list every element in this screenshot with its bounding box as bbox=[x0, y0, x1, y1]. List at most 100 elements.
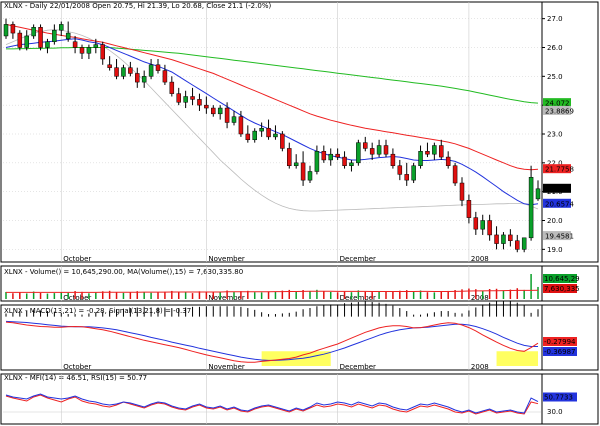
candle-body bbox=[245, 133, 251, 141]
candle-body bbox=[59, 24, 64, 31]
price-tag-label: 24.072 bbox=[545, 100, 570, 108]
mfi-level-label: 30.0 bbox=[547, 408, 563, 416]
price-tag bbox=[543, 198, 571, 208]
candle-body bbox=[383, 145, 389, 155]
candle-body bbox=[473, 217, 479, 230]
candle-body bbox=[369, 148, 375, 155]
price-tag bbox=[543, 164, 571, 174]
candle-body bbox=[190, 96, 195, 100]
candle-body bbox=[528, 177, 534, 239]
candle-body bbox=[314, 151, 320, 172]
month-label: October bbox=[63, 294, 91, 302]
candle-body bbox=[266, 127, 271, 138]
month-label: November bbox=[208, 255, 245, 263]
candle-body bbox=[155, 64, 161, 71]
candle-body bbox=[31, 27, 36, 37]
macd-tag-label: -0.36987 bbox=[544, 348, 575, 356]
price-tag-label: 20.6574 bbox=[545, 200, 574, 208]
plot-layer: 27.026.025.024.023.022.021.020.019.0Octo… bbox=[3, 2, 580, 424]
candle-body bbox=[65, 32, 71, 40]
candle-body bbox=[259, 127, 264, 132]
candle-body bbox=[45, 41, 50, 48]
price-tag-label: 23.8869 bbox=[545, 107, 574, 115]
candle-body bbox=[93, 44, 99, 48]
y-tick-label: 27.0 bbox=[547, 15, 563, 23]
candle-body bbox=[411, 165, 416, 181]
price-tag bbox=[543, 231, 571, 241]
candle-body bbox=[300, 162, 306, 181]
candle-body bbox=[100, 44, 105, 60]
candle-body bbox=[439, 145, 444, 158]
candle-body bbox=[466, 200, 472, 218]
volume-tag bbox=[543, 284, 577, 293]
candle-body bbox=[224, 107, 230, 123]
candle-body bbox=[487, 220, 492, 236]
candle-body bbox=[349, 162, 354, 166]
candle-body bbox=[141, 76, 147, 83]
candle-body bbox=[390, 153, 396, 166]
candle-body bbox=[128, 67, 133, 74]
candle-body bbox=[515, 240, 520, 250]
candle-body bbox=[307, 171, 313, 181]
candle-body bbox=[273, 133, 278, 138]
candle-body bbox=[38, 27, 43, 48]
candle-body bbox=[342, 156, 347, 166]
candle-body bbox=[418, 151, 423, 166]
candle-body bbox=[121, 67, 126, 77]
candle-body bbox=[204, 104, 209, 109]
candle-body bbox=[501, 234, 506, 244]
candle-body bbox=[404, 174, 409, 181]
month-label: 2008 bbox=[471, 255, 489, 263]
volume-tag bbox=[543, 274, 577, 283]
candle-body bbox=[135, 73, 140, 83]
price-tag bbox=[543, 105, 571, 115]
mfi-tag bbox=[543, 392, 577, 402]
candle-body bbox=[535, 188, 541, 200]
candle-body bbox=[280, 133, 285, 149]
macd-tag-label: -0.27994 bbox=[544, 338, 576, 346]
candle-body bbox=[211, 107, 216, 115]
candle-body bbox=[376, 145, 382, 155]
mfi-panel-title: XLNX - MFI(14) = 46.51, RSI(15) = 50.77 bbox=[4, 374, 147, 382]
candle-body bbox=[3, 24, 9, 37]
month-label: October bbox=[63, 255, 91, 263]
candle-body bbox=[397, 165, 403, 175]
candle-body bbox=[114, 67, 119, 77]
candle-body bbox=[328, 153, 333, 161]
candle-body bbox=[521, 237, 527, 250]
y-tick-label: 22.0 bbox=[547, 159, 563, 167]
month-label: 2008 bbox=[471, 294, 489, 302]
candle-body bbox=[169, 81, 175, 94]
candle-body bbox=[363, 142, 368, 149]
volume-panel-title: XLNX - Volume() = 10,645,290.00, MA(Volu… bbox=[4, 268, 243, 276]
panel-frame bbox=[0, 1, 599, 263]
candle-body bbox=[17, 32, 23, 48]
price-tag-label: 21.1 bbox=[545, 185, 561, 193]
candle-body bbox=[72, 41, 78, 48]
candle-body bbox=[335, 153, 340, 158]
candle-body bbox=[217, 107, 223, 115]
price-tag bbox=[543, 183, 571, 193]
y-tick-label: 19.0 bbox=[547, 246, 563, 254]
price-tag bbox=[543, 98, 571, 108]
candle-body bbox=[148, 64, 154, 77]
price-panel-title: XLNX - Daily 22/01/2008 Open 20.75, Hi 2… bbox=[4, 2, 271, 10]
month-label: November bbox=[208, 363, 245, 371]
y-tick-label: 25.0 bbox=[547, 73, 563, 81]
mfi-line bbox=[5, 394, 539, 415]
candle-body bbox=[79, 47, 85, 54]
month-label: December bbox=[340, 363, 376, 371]
month-label: 2008 bbox=[471, 363, 489, 371]
panel-frame bbox=[0, 265, 599, 302]
candle-body bbox=[162, 70, 168, 83]
candle-body bbox=[356, 142, 361, 164]
candle-body bbox=[508, 234, 513, 241]
month-label: December bbox=[340, 255, 376, 263]
candle-body bbox=[52, 29, 57, 42]
candle-body bbox=[425, 151, 430, 155]
candle-body bbox=[197, 99, 202, 106]
candle-body bbox=[432, 145, 437, 155]
candle-body bbox=[183, 96, 188, 103]
month-label: October bbox=[63, 363, 91, 371]
